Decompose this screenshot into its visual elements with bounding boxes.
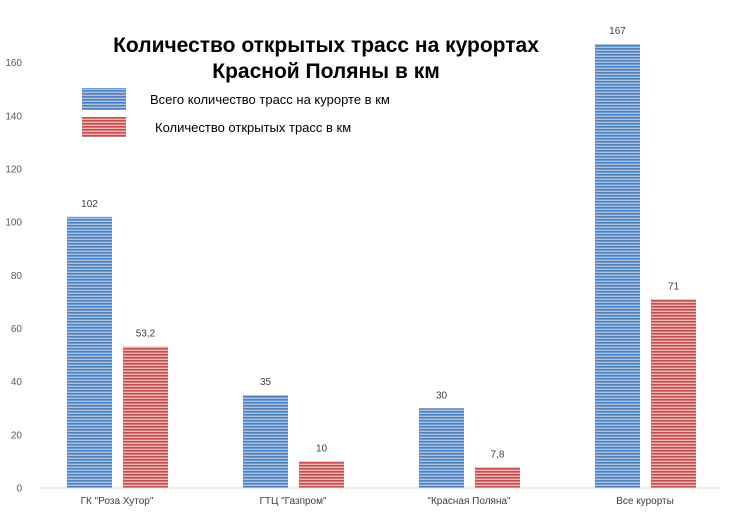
y-tick-label: 100: [5, 218, 22, 229]
legend-label-total: Всего количество трасс на курорте в км: [150, 92, 390, 107]
bars: 102 53,2 35 10 30 7,8 167 71: [67, 26, 696, 488]
x-category-label: Все курорты: [616, 496, 674, 507]
bar-total: [67, 216, 112, 488]
bar-total: [243, 394, 288, 488]
data-label-open: 71: [668, 281, 680, 292]
y-tick-label: 80: [11, 271, 23, 282]
y-tick-label: 0: [16, 484, 22, 495]
bar-total: [419, 408, 464, 488]
y-tick-label: 120: [5, 165, 22, 176]
data-label-total: 167: [609, 26, 626, 37]
x-category-label: ГТЦ "Газпром": [259, 496, 327, 507]
data-label-total: 102: [81, 199, 98, 210]
y-tick-label: 40: [11, 377, 23, 388]
legend: Всего количество трасс на курорте в км К…: [82, 88, 390, 137]
y-tick-label: 60: [11, 324, 23, 335]
data-label-open: 10: [316, 443, 328, 454]
data-label-total: 35: [260, 377, 272, 388]
legend-swatch-open: [82, 117, 126, 137]
legend-swatch-total: [82, 88, 126, 110]
data-label-open: 53,2: [136, 329, 156, 340]
y-tick-label: 140: [5, 111, 22, 122]
x-category-label: ГК "Роза Хутор": [81, 496, 154, 507]
data-label-total: 30: [436, 390, 448, 401]
y-tick-label: 20: [11, 430, 23, 441]
bar-open: [299, 461, 344, 488]
bar-open: [123, 346, 168, 488]
bar-total: [595, 44, 640, 488]
data-label-open: 7,8: [491, 449, 505, 460]
chart-title-line-2: Красной Поляны в км: [212, 60, 440, 83]
y-tick-label: 160: [5, 58, 22, 69]
y-axis-ticks: 0 20 40 60 80 100 120 140 160: [5, 58, 22, 494]
legend-label-open: Количество открытых трасс в км: [155, 120, 351, 135]
bar-open: [651, 299, 696, 488]
x-category-label: "Красная Поляна": [427, 496, 511, 507]
chart-title-line-1: Количество открытых трасс на курортах: [113, 34, 539, 57]
bar-open: [475, 467, 520, 488]
x-axis-categories: ГК "Роза Хутор" ГТЦ "Газпром" "Красная Пол…: [81, 496, 674, 507]
